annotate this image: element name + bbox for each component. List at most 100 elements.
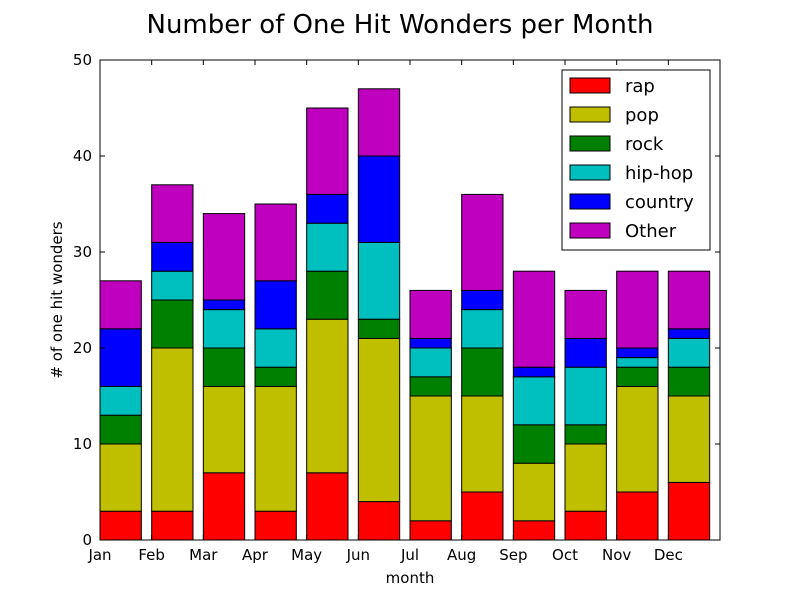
bar-feb-rap: [151, 510, 194, 541]
bar-oct-hip-hop: [564, 366, 607, 426]
legend-swatch-hip-hop: [569, 164, 611, 181]
bar-dec-hip-hop: [667, 337, 711, 368]
bar-jul-country: [409, 337, 452, 349]
bar-oct-rap: [564, 510, 607, 541]
x-tick-label-mar: Mar: [189, 546, 218, 564]
bar-sep-hip-hop: [512, 376, 556, 426]
bar-nov-hip-hop: [616, 357, 659, 368]
x-tick-label-jun: Jun: [346, 546, 370, 564]
bar-may-rock: [306, 270, 349, 320]
legend-swatch-rock: [569, 135, 611, 152]
y-axis: 0 10 20 30 40 50: [73, 51, 720, 549]
bar-aug-rap: [461, 491, 504, 541]
legend-swatch-pop: [569, 106, 611, 123]
bar-dec-country: [667, 328, 711, 339]
x-tick-label-feb: Feb: [138, 546, 165, 564]
bar-nov-other: [616, 270, 659, 349]
bar-jan-rock: [99, 414, 142, 445]
x-tick-label-jul: Jul: [400, 546, 419, 564]
bar-aug-hip-hop: [461, 309, 504, 349]
x-tick-label-nov: Nov: [602, 546, 631, 564]
x-axis-label: month: [386, 569, 435, 587]
bar-feb-rock: [151, 299, 194, 349]
y-axis-label: # of one hit wonders: [48, 221, 66, 378]
bar-jun-country: [357, 155, 401, 243]
bar-mar-pop: [202, 385, 246, 474]
bar-dec-rap: [667, 481, 711, 541]
bar-mar-other: [202, 213, 246, 301]
bar-feb-country: [151, 241, 194, 272]
bar-jul-other: [409, 289, 452, 339]
legend-box: [561, 69, 711, 251]
bar-nov-rap: [616, 491, 659, 541]
legend-swatch-rap: [569, 77, 611, 94]
x-tick-label-apr: Apr: [242, 546, 269, 564]
y-tick-label: 20: [73, 339, 92, 357]
bar-jan-other: [99, 280, 142, 330]
bar-nov-country: [616, 347, 659, 359]
bar-feb-hip-hop: [151, 270, 194, 301]
bar-jul-rock: [409, 376, 452, 397]
bar-feb-pop: [151, 347, 194, 512]
bar-jan-rap: [99, 510, 142, 541]
y-tick-label: 40: [73, 147, 92, 165]
bar-oct-rock: [564, 424, 607, 445]
bar-mar-rock: [202, 347, 246, 387]
y-tick-label: 30: [73, 243, 92, 261]
bar-sep-rock: [512, 424, 556, 464]
bar-jun-other: [357, 88, 401, 157]
bar-oct-country: [564, 337, 607, 368]
bar-sep-pop: [512, 462, 556, 522]
legend-label-other: Other: [625, 221, 677, 242]
y-tick-label: 50: [73, 51, 92, 69]
bar-mar-hip-hop: [202, 309, 246, 349]
bar-jun-hip-hop: [357, 241, 401, 320]
legend-swatch-other: [569, 222, 611, 239]
y-tick-label: 10: [73, 435, 92, 453]
bar-jan-hip-hop: [99, 385, 142, 416]
bar-sep-country: [512, 366, 556, 378]
bar-sep-rap: [512, 520, 556, 541]
bar-apr-hip-hop: [254, 328, 297, 368]
bar-oct-pop: [564, 443, 607, 512]
bar-mar-country: [202, 299, 246, 311]
bar-may-country: [306, 193, 349, 224]
bar-may-hip-hop: [306, 222, 349, 272]
bar-apr-country: [254, 280, 297, 330]
legend-swatch-country: [569, 193, 611, 210]
x-tick-label-dec: Dec: [654, 546, 683, 564]
bar-may-rap: [306, 472, 349, 541]
bar-sep-other: [512, 270, 556, 368]
bar-aug-rock: [461, 347, 504, 397]
bar-jul-pop: [409, 395, 452, 522]
bar-jul-hip-hop: [409, 347, 452, 378]
bar-oct-other: [564, 289, 607, 339]
y-tick-label: 0: [82, 531, 92, 549]
legend-label-rap: rap: [625, 76, 655, 97]
x-tick-label-aug: Aug: [447, 546, 476, 564]
bar-jun-rap: [357, 501, 401, 541]
bar-may-pop: [306, 318, 349, 474]
bar-apr-other: [254, 203, 297, 282]
bar-dec-other: [667, 270, 711, 330]
bar-mar-rap: [202, 472, 246, 541]
legend-label-country: country: [625, 192, 694, 213]
legend: rap pop rock hip-hop country Other: [561, 69, 711, 251]
bar-apr-pop: [254, 385, 297, 512]
x-tick-label-jan: Jan: [87, 546, 111, 564]
legend-label-hip-hop: hip-hop: [625, 163, 693, 184]
bar-dec-rock: [667, 366, 711, 397]
x-tick-label-may: May: [291, 546, 322, 564]
bar-jan-pop: [99, 443, 142, 512]
bar-feb-other: [151, 184, 194, 243]
x-tick-label-sep: Sep: [499, 546, 527, 564]
chart-title: Number of One Hit Wonders per Month: [147, 10, 654, 40]
bars-group: [99, 88, 711, 541]
bar-aug-pop: [461, 395, 504, 493]
bar-apr-rap: [254, 510, 297, 541]
bar-aug-other: [461, 193, 504, 291]
bar-apr-rock: [254, 366, 297, 387]
bar-may-other: [306, 107, 349, 195]
bar-jul-rap: [409, 520, 452, 541]
